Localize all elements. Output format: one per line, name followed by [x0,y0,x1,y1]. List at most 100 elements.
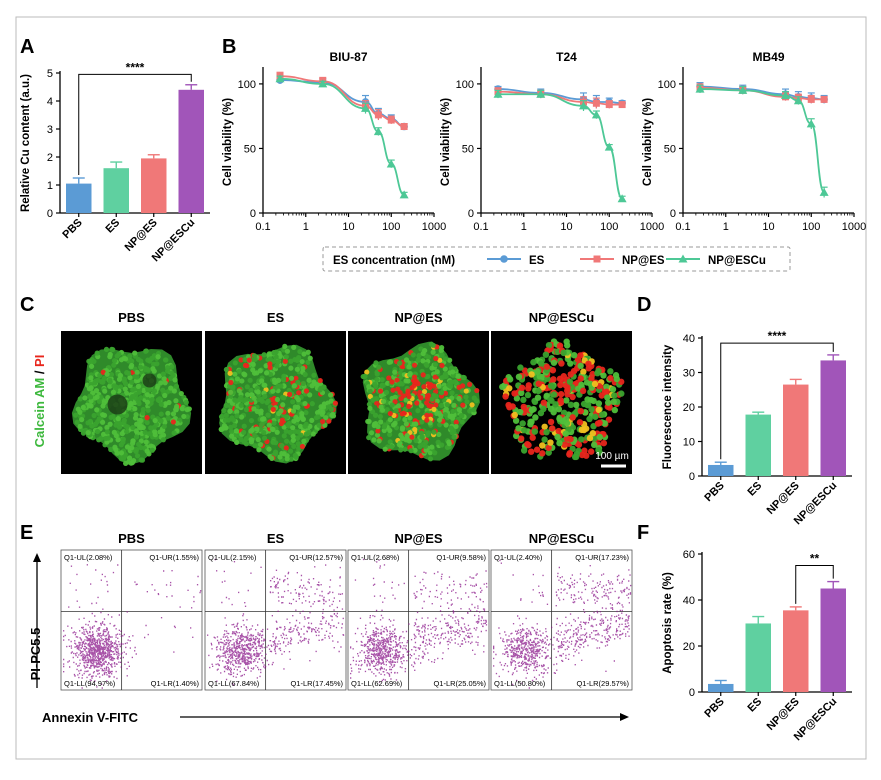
cell-red [377,388,384,394]
cell-green [436,383,442,389]
cell-green [464,399,470,405]
cell-green [596,449,603,456]
cell-green [163,401,169,407]
cell-green [117,372,123,379]
cell-red [424,417,430,423]
cell-green [237,397,243,403]
cell-green [79,417,85,423]
cell-green [366,418,372,425]
cell-green [436,417,443,423]
cell-green [113,433,119,439]
cell-green [443,422,449,428]
cell-green [290,425,296,431]
cell-green [534,394,542,401]
cell-green [287,448,294,454]
spheroid-dark-region [107,394,128,415]
cell-green [299,358,305,365]
cell-green [254,426,260,432]
cell-green [112,444,118,450]
cell-green [575,385,582,392]
cell-green [130,438,136,444]
cell-green [256,447,262,453]
cell-green [417,443,423,450]
cell-green [418,430,425,436]
cell-green [160,387,166,393]
cell-green [98,435,104,441]
cell-red [395,386,401,392]
cell-green [456,395,462,402]
cell-green [281,451,287,457]
cell-red [587,448,595,455]
cell-green [366,384,372,390]
cell-green [107,379,113,385]
cell-red [517,435,525,442]
cell-green [531,428,539,435]
data-point [373,127,383,136]
y-tick-label: 100 [238,79,256,91]
cell-green [124,429,130,435]
x-tick-label: 100 [382,221,400,233]
cell-red [539,442,546,449]
legend-title: ES concentration (nM) [333,255,455,267]
cell-green [232,422,238,429]
cell-green [439,352,445,358]
cell-green [249,427,255,433]
cell-green [269,455,275,461]
cell-green [223,366,229,373]
cell-green [550,359,558,366]
x-tick-label: 0.1 [675,221,690,233]
cell-green [295,397,301,403]
cell-green [596,433,603,441]
cell-red [566,451,573,458]
cell-red [326,418,332,424]
cell-red [238,357,244,363]
flow-events [350,558,488,683]
cell-green [294,357,300,363]
y-tick-label: 0 [689,471,695,483]
cell-green [128,400,134,407]
significance-label: **** [126,60,145,74]
cell-green [88,363,95,369]
cell-red [589,430,597,437]
cell-red [412,379,418,385]
cell-green [228,424,234,430]
series-line-npescu [498,93,623,200]
x-tick-label: PBS [60,217,84,241]
cell-green [132,415,139,421]
x-tick-label: ES [746,696,765,715]
cell-green [317,408,323,414]
cell-green [450,408,456,414]
cell-green [302,400,308,407]
stain-calcein: Calcein AM [32,378,47,448]
cell-green [121,378,127,384]
cell-green [135,383,142,389]
cell-green [234,413,240,419]
cell-green [290,399,296,405]
cell-green [429,444,435,450]
cell-green [272,440,279,446]
cell-red [283,445,289,451]
cell-green [459,419,465,425]
cell-green [138,358,144,364]
panel-e-flow-cytometry: PBS Q1-UL(2.08%) Q1-UR(1.55%) Q1-LL(94.97%)… [28,531,633,725]
cell-green [425,373,431,380]
cell-green [459,388,465,394]
cell-green [374,371,380,377]
bar-npescu [178,89,204,213]
cell-green [388,444,395,450]
panel-letter-a: A [20,36,34,58]
flow-plot-frame [490,549,633,691]
cell-green [389,395,395,401]
cell-green [423,447,429,453]
cell-green [305,359,311,365]
cell-green [604,399,612,406]
quadrant-ll-label: Q1-LL(50.80%) [494,679,546,688]
cell-green [547,405,555,413]
cell-green [431,429,437,435]
y-tick-label: 100 [658,79,676,91]
cell-green [427,450,433,456]
y-axis-label: Cell viability (%) [222,98,234,186]
cell-green [118,450,125,456]
cell-green [230,385,236,391]
legend-item: NP@ES [622,255,665,267]
